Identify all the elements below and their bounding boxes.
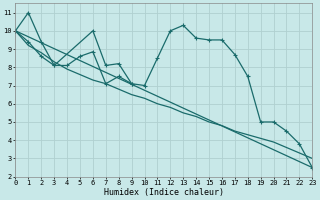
X-axis label: Humidex (Indice chaleur): Humidex (Indice chaleur) — [104, 188, 224, 197]
